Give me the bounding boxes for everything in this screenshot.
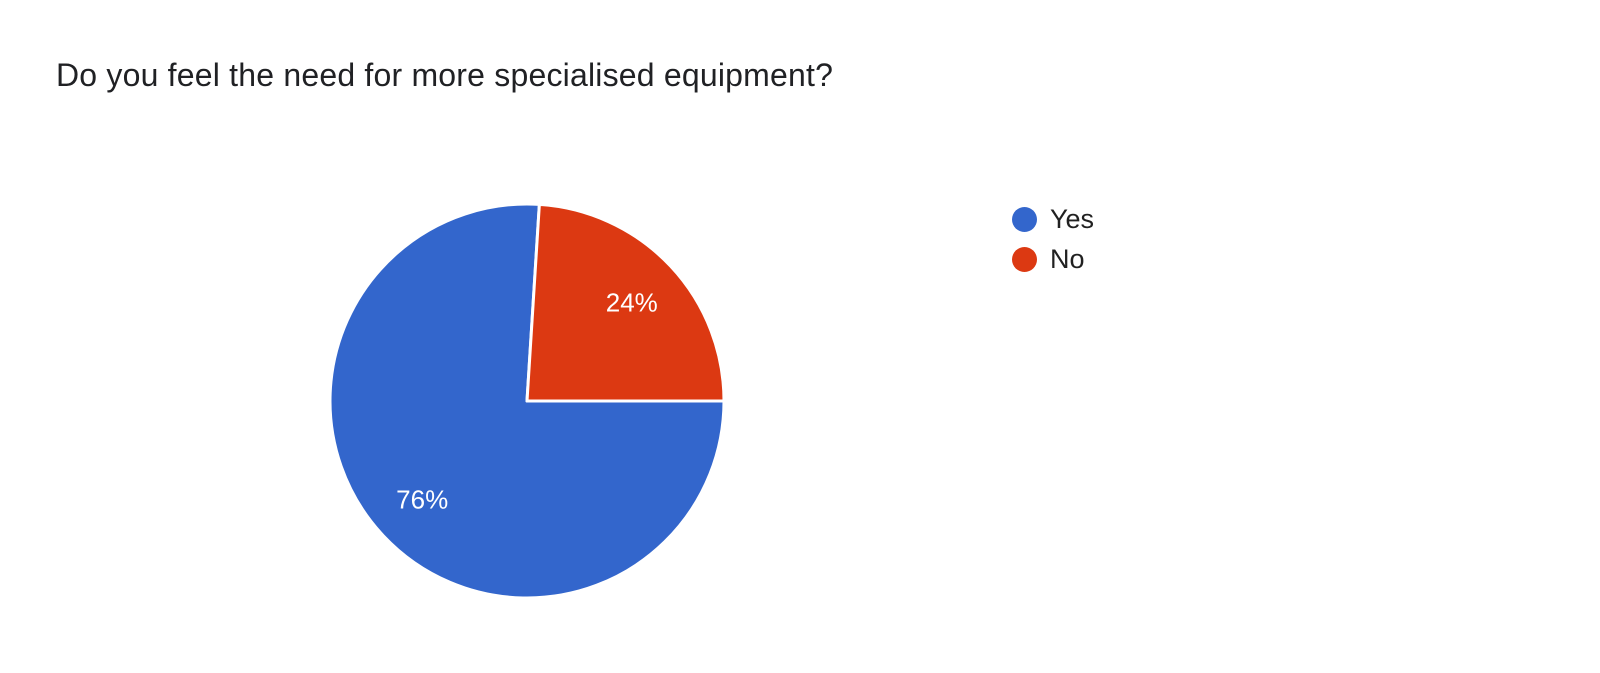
- legend-item-yes: Yes: [1012, 204, 1095, 234]
- question-title: Do you feel the need for more specialise…: [56, 57, 834, 93]
- legend-label: No: [1050, 244, 1085, 274]
- chart-legend: Yes No: [1012, 204, 1095, 274]
- pie-slice-label-no: 24%: [606, 288, 658, 318]
- legend-swatch-icon: [1012, 247, 1037, 272]
- pie-chart: 76% 24%: [328, 202, 726, 600]
- legend-swatch-icon: [1012, 207, 1037, 232]
- legend-label: Yes: [1050, 204, 1095, 234]
- legend-item-no: No: [1012, 244, 1094, 274]
- pie-slice-label-yes: 76%: [396, 484, 448, 514]
- pie-slice-yes[interactable]: [328, 202, 726, 600]
- pie-slice-no[interactable]: [525, 202, 726, 403]
